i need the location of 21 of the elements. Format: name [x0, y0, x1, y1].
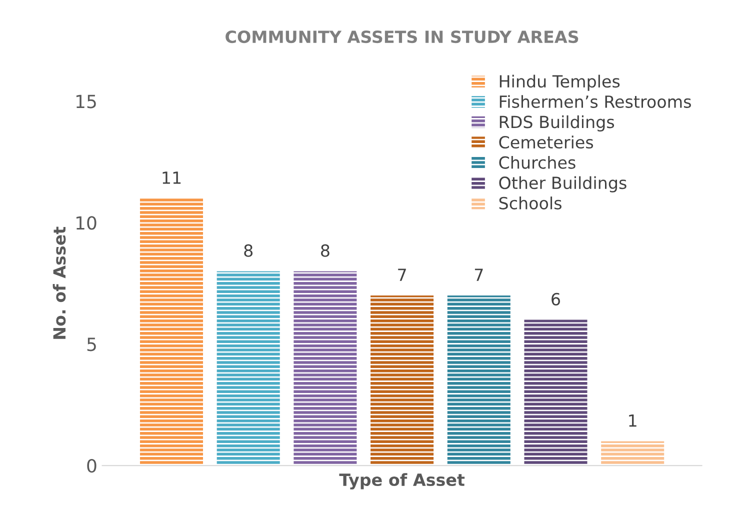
data-label: 7: [474, 268, 483, 281]
legend-label: Hindu Temples: [500, 74, 620, 91]
data-label: 8: [244, 244, 253, 257]
data-label: 7: [398, 268, 406, 281]
legend-label: Cemeteries: [499, 136, 594, 149]
chart-title: COMMUNITY ASSETS IN STUDY AREAS: [226, 30, 578, 44]
data-label: 11: [162, 172, 181, 184]
legend-label: Other Buildings: [499, 176, 626, 192]
y-tick-label: 0: [87, 458, 96, 473]
y-tick-label: 15: [76, 94, 96, 108]
y-axis-title: No. of Asset: [52, 226, 66, 339]
data-label: 8: [321, 244, 330, 257]
y-tick-label: 10: [76, 216, 96, 230]
legend-label: Churches: [499, 156, 576, 169]
data-label: 1: [629, 414, 636, 427]
legend-label: Fishermen’s Restrooms: [500, 95, 691, 108]
x-axis-title: Type of Asset: [339, 473, 465, 490]
y-tick-label: 5: [87, 338, 96, 352]
legend-label: Schools: [499, 196, 562, 210]
legend-label: RDS Buildings: [500, 115, 614, 132]
data-label: 6: [552, 292, 560, 306]
